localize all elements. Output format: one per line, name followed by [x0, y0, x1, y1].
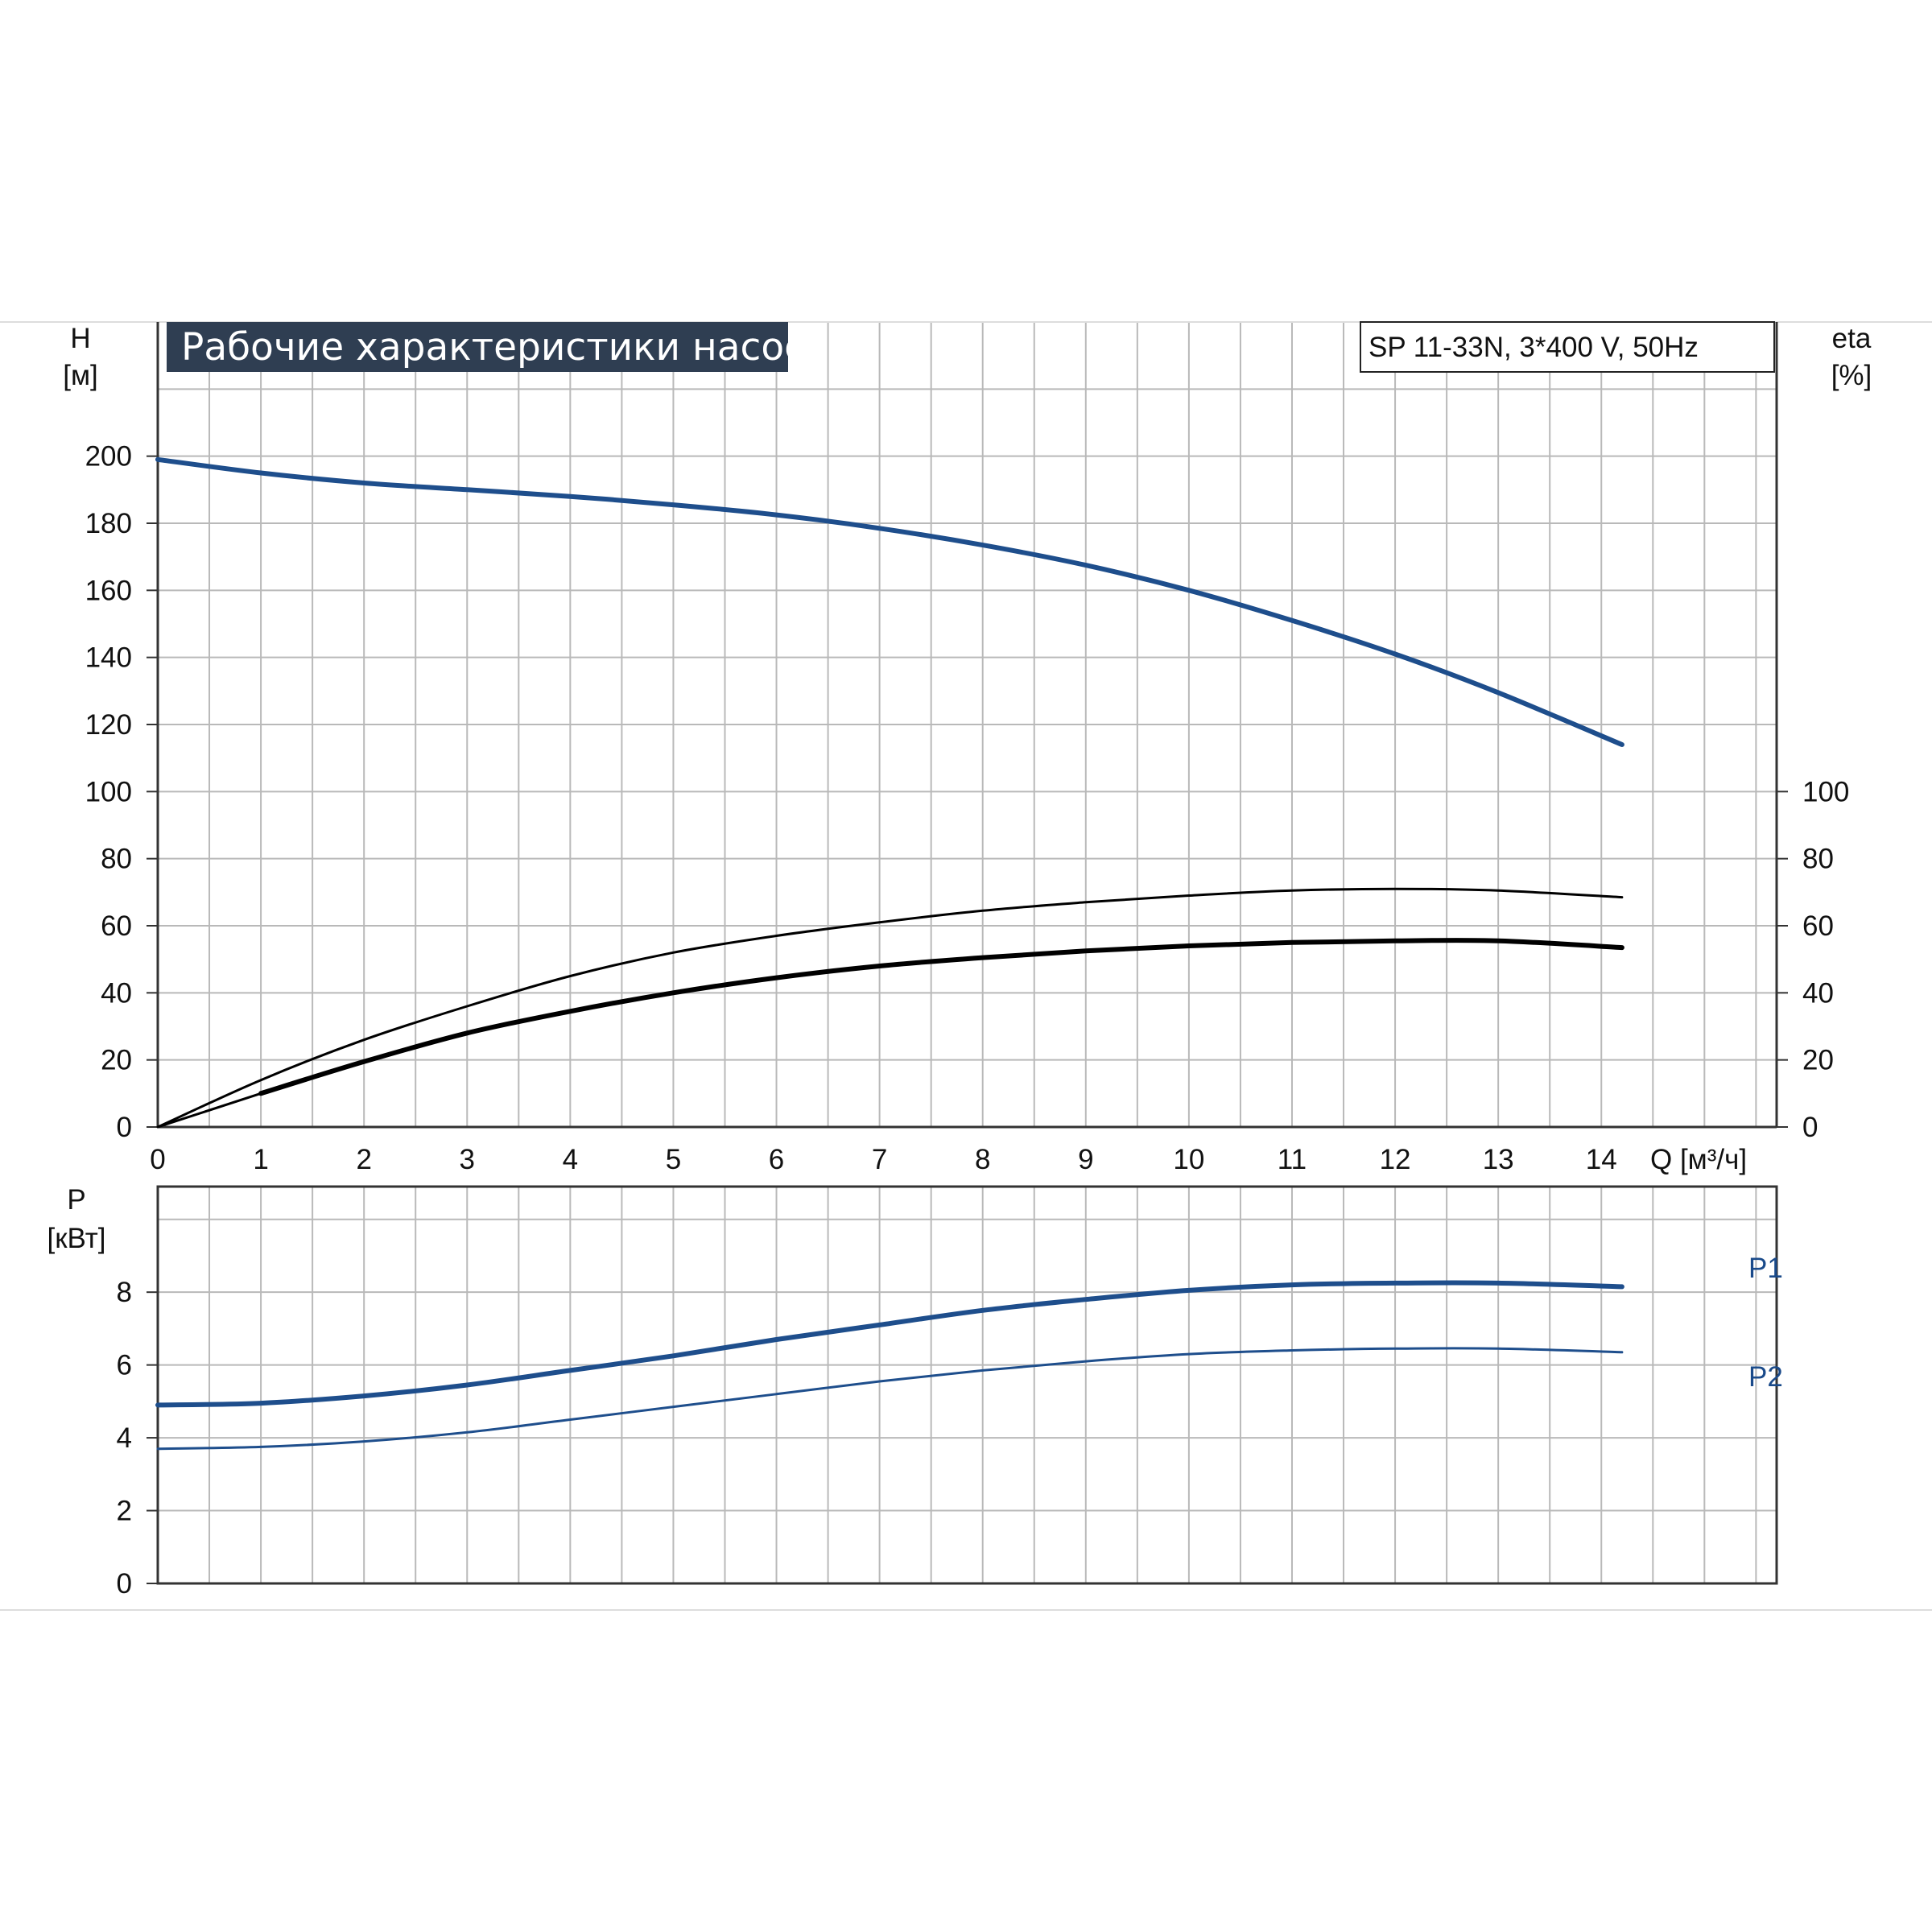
power-tick-label: 2	[117, 1496, 132, 1527]
model-box-border	[1360, 321, 1775, 373]
y-axis-left-title: H	[70, 323, 90, 354]
power-panel-frame	[156, 1185, 1778, 1585]
grid-layer	[158, 322, 1777, 1583]
flow-tick-label: 13	[1483, 1144, 1514, 1175]
flow-tick-label: 11	[1278, 1144, 1307, 1175]
model-box: SP 11-33N, 3*400 V, 50Hz	[1360, 321, 1775, 373]
power-tick-label: 0	[117, 1568, 132, 1600]
power-tick-label: 6	[117, 1350, 132, 1381]
eta-tick-label: 80	[1802, 844, 1834, 875]
power-tick-label: 4	[117, 1422, 132, 1454]
power-axis-unit: [кВт]	[47, 1223, 106, 1254]
head-tick-label: 100	[85, 776, 132, 807]
title-banner: Рабочие характеристики насоса	[167, 322, 828, 372]
head-tick-label: 80	[101, 844, 132, 875]
power-axis-title: P	[67, 1184, 85, 1216]
flow-tick-label: 7	[872, 1144, 887, 1175]
head-tick-label: 40	[101, 977, 132, 1009]
eta-tick-label: 60	[1802, 910, 1834, 942]
label-layer: 0204060801001201401601802000204060801000…	[85, 441, 1850, 1600]
total-efficiency-curve	[156, 887, 1624, 1129]
flow-tick-label: 6	[769, 1144, 784, 1175]
head-tick-label: 200	[85, 441, 132, 473]
eta-tick-label: 40	[1802, 977, 1834, 1009]
head-curve	[155, 456, 1624, 747]
flow-tick-label: 8	[975, 1144, 990, 1175]
head-tick-label: 60	[101, 910, 132, 942]
flow-tick-label: 12	[1380, 1144, 1411, 1175]
eta-tick-label: 100	[1802, 776, 1849, 807]
series-label-p2: P2	[1748, 1361, 1783, 1393]
chart-title: Рабочие характеристики насоса	[181, 325, 828, 369]
flow-tick-label: 10	[1173, 1144, 1204, 1175]
y-axis-right-unit: [%]	[1831, 360, 1872, 391]
flow-tick-label: 2	[356, 1144, 371, 1175]
flow-tick-label: 0	[150, 1144, 165, 1175]
pump-efficiency-curve	[258, 938, 1624, 1096]
p1-curve	[155, 1280, 1624, 1408]
y-axis-left-unit: [м]	[63, 360, 98, 391]
model-label: SP 11-33N, 3*400 V, 50Hz	[1368, 332, 1699, 363]
p2-curve	[156, 1347, 1624, 1451]
series-label-p1: P1	[1748, 1253, 1783, 1284]
head-tick-label: 120	[85, 709, 132, 741]
head-tick-label: 180	[85, 508, 132, 539]
x-axis-title: Q [м³/ч]	[1650, 1144, 1747, 1175]
pump-efficiency-lead-in	[157, 1092, 262, 1129]
flow-tick-label: 9	[1078, 1144, 1093, 1175]
title-background	[167, 322, 788, 372]
head-tick-label: 140	[85, 642, 132, 674]
head-tick-label: 0	[117, 1112, 132, 1143]
y-axis-right-title: eta	[1832, 323, 1872, 354]
eta-tick-label: 0	[1802, 1112, 1818, 1143]
head-tick-label: 160	[85, 575, 132, 606]
flow-tick-label: 3	[460, 1144, 475, 1175]
flow-tick-label: 4	[563, 1144, 578, 1175]
head-tick-label: 20	[101, 1045, 132, 1076]
flow-tick-label: 1	[253, 1144, 268, 1175]
series-layer	[155, 456, 1624, 1451]
power-tick-label: 8	[117, 1277, 132, 1308]
eta-tick-label: 20	[1802, 1045, 1834, 1076]
flow-tick-label: 14	[1586, 1144, 1617, 1175]
flow-tick-label: 5	[666, 1144, 681, 1175]
